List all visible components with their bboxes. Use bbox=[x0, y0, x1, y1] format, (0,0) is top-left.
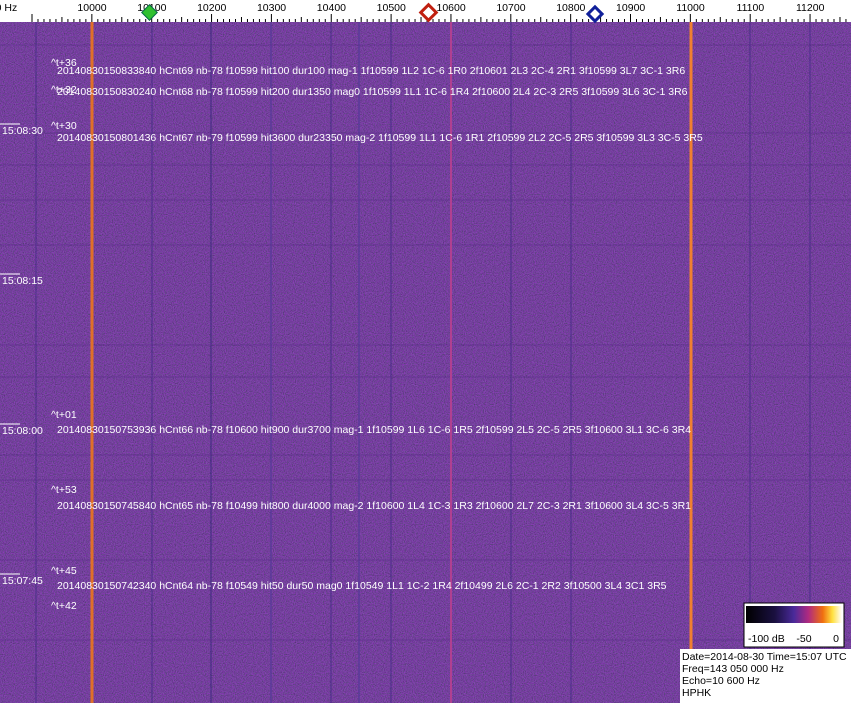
colorbar-label: -100 dB bbox=[748, 633, 785, 645]
time-label: 15:07:45 bbox=[2, 575, 43, 587]
time-label: 15:08:15 bbox=[2, 275, 43, 287]
colorbar-labels: -100 dB -50 0 bbox=[748, 633, 839, 645]
colorbar bbox=[746, 606, 842, 623]
signal-streaks bbox=[0, 22, 851, 703]
detection-text: 20140830150833840 hCnt69 nb-78 f10599 hi… bbox=[57, 65, 685, 77]
freq-label: 10800 bbox=[556, 2, 585, 14]
info-box bbox=[680, 649, 851, 703]
colorbar-label: 0 bbox=[833, 633, 839, 645]
freq-label: 10600 bbox=[436, 2, 465, 14]
info-line: HPHK bbox=[682, 687, 711, 699]
freq-label: 9900 Hz bbox=[0, 2, 17, 14]
detection-offset: ^t+53 bbox=[51, 484, 77, 496]
detection-text: 20140830150830240 hCnt68 nb-78 f10599 hi… bbox=[57, 86, 688, 98]
freq-label: 10900 bbox=[616, 2, 645, 14]
freq-label: 10500 bbox=[377, 2, 406, 14]
freq-label: 11000 bbox=[676, 2, 705, 14]
detection-text: 20140830150801436 hCnt67 nb-79 f10599 hi… bbox=[57, 132, 703, 144]
freq-label: 10400 bbox=[317, 2, 346, 14]
freq-label: 11200 bbox=[796, 2, 825, 14]
waterfall-noise bbox=[0, 22, 851, 703]
detection-offset: ^t+42 bbox=[51, 600, 77, 612]
info-line: Freq=143 050 000 Hz bbox=[682, 663, 784, 675]
detection-text: 20140830150742340 hCnt64 nb-78 f10549 hi… bbox=[57, 580, 667, 592]
detection-offset: ^t+32 bbox=[51, 84, 77, 96]
info-line: Echo=10 600 Hz bbox=[682, 675, 760, 687]
time-label: 15:08:30 bbox=[2, 125, 43, 137]
freq-label: 11100 bbox=[737, 2, 765, 14]
freq-label: 10300 bbox=[257, 2, 286, 14]
freq-label: 10200 bbox=[197, 2, 226, 14]
freq-label: 10000 bbox=[77, 2, 106, 14]
marker-red bbox=[418, 2, 439, 23]
marker-green bbox=[141, 4, 158, 21]
colorbar-label: -50 bbox=[796, 633, 811, 645]
info-line: Date=2014-08-30 Time=15:07 UTC bbox=[682, 651, 847, 663]
freq-label: 10700 bbox=[496, 2, 525, 14]
detection-text: 20140830150745840 hCnt65 nb-78 f10499 hi… bbox=[57, 500, 691, 512]
detection-offset: ^t+45 bbox=[51, 565, 77, 577]
marker-blue bbox=[585, 4, 605, 24]
freq-axis: 9900 Hz100001010010200103001040010500106… bbox=[0, 2, 847, 22]
detection-offset: ^t+36 bbox=[51, 57, 77, 69]
detection-offset: ^t+30 bbox=[51, 120, 77, 132]
time-label: 15:08:00 bbox=[2, 425, 43, 437]
detection-text: 20140830150753936 hCnt66 nb-78 f10600 hi… bbox=[57, 424, 691, 436]
detection-offset: ^t+01 bbox=[51, 409, 77, 421]
time-labels: 15:08:30 15:08:15 15:08:00 15:07:45 bbox=[0, 123, 43, 587]
